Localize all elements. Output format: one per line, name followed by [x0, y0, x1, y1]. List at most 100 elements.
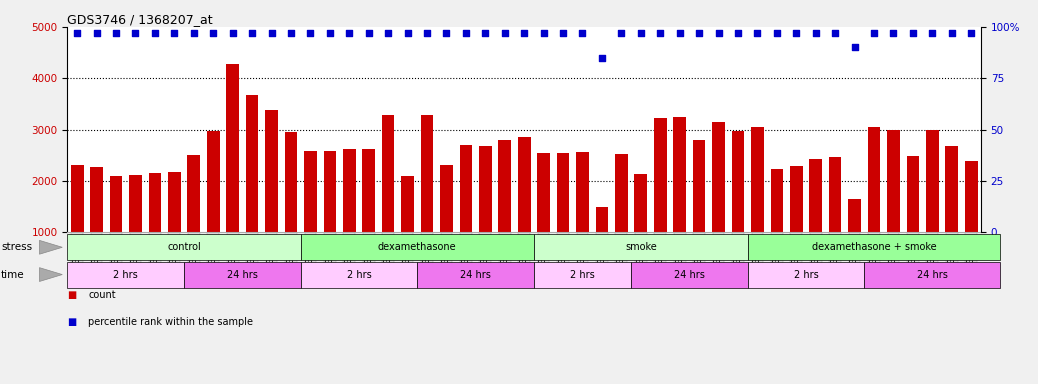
Point	[536, 30, 552, 36]
Bar	[382, 115, 394, 284]
Bar	[556, 153, 570, 284]
Text: ■: ■	[67, 317, 77, 327]
Point	[827, 30, 844, 36]
Text: dexamethasone: dexamethasone	[378, 242, 457, 252]
Bar	[848, 199, 861, 284]
Bar	[712, 122, 725, 284]
Point	[166, 30, 183, 36]
Text: dexamethasone + smoke: dexamethasone + smoke	[812, 242, 936, 252]
Bar	[906, 156, 920, 284]
Bar	[460, 145, 472, 284]
Point	[808, 30, 824, 36]
Text: smoke: smoke	[625, 242, 657, 252]
Point	[360, 30, 377, 36]
Text: GDS3746 / 1368207_at: GDS3746 / 1368207_at	[67, 13, 213, 26]
Text: 2 hrs: 2 hrs	[794, 270, 818, 280]
Bar	[770, 169, 783, 284]
Point	[710, 30, 727, 36]
Point	[400, 30, 416, 36]
Bar	[654, 118, 666, 284]
Bar	[752, 126, 764, 284]
Point	[224, 30, 241, 36]
Point	[846, 44, 863, 50]
Text: stress: stress	[1, 242, 32, 252]
Point	[146, 30, 163, 36]
Bar	[246, 95, 258, 284]
Bar	[304, 151, 317, 284]
Point	[380, 30, 397, 36]
Point	[944, 30, 960, 36]
Point	[574, 30, 591, 36]
Point	[768, 30, 785, 36]
Text: 24 hrs: 24 hrs	[674, 270, 705, 280]
Point	[438, 30, 455, 36]
Point	[652, 30, 668, 36]
Bar	[887, 129, 900, 284]
Bar	[148, 173, 161, 284]
Point	[691, 30, 708, 36]
Bar	[284, 132, 297, 284]
Text: count: count	[88, 290, 116, 300]
Point	[904, 30, 921, 36]
Bar	[674, 117, 686, 284]
Bar	[110, 176, 122, 284]
Point	[340, 30, 357, 36]
Text: percentile rank within the sample: percentile rank within the sample	[88, 317, 253, 327]
Point	[88, 30, 105, 36]
Bar	[71, 164, 83, 284]
Bar	[498, 140, 511, 284]
Point	[924, 30, 940, 36]
Text: 24 hrs: 24 hrs	[227, 270, 257, 280]
Bar	[343, 149, 356, 284]
Point	[244, 30, 261, 36]
Text: 2 hrs: 2 hrs	[570, 270, 595, 280]
Text: 2 hrs: 2 hrs	[347, 270, 372, 280]
Point	[963, 30, 980, 36]
Bar	[207, 131, 220, 284]
Bar	[90, 167, 103, 284]
Bar	[324, 151, 336, 284]
Bar	[596, 207, 608, 284]
Point	[108, 30, 125, 36]
Bar	[479, 146, 492, 284]
Bar	[362, 149, 375, 284]
Point	[672, 30, 688, 36]
Bar	[965, 161, 978, 284]
Text: control: control	[167, 242, 201, 252]
Bar	[168, 172, 181, 284]
Point	[554, 30, 571, 36]
Point	[788, 30, 804, 36]
Point	[613, 30, 630, 36]
Bar	[402, 176, 414, 284]
Bar	[188, 155, 200, 284]
Text: 24 hrs: 24 hrs	[460, 270, 491, 280]
Bar	[129, 175, 142, 284]
Point	[128, 30, 144, 36]
Point	[749, 30, 766, 36]
Text: 2 hrs: 2 hrs	[113, 270, 138, 280]
Bar	[538, 153, 550, 284]
Bar	[420, 115, 433, 284]
Point	[282, 30, 299, 36]
Point	[302, 30, 319, 36]
Bar	[790, 166, 802, 284]
Point	[632, 30, 649, 36]
Bar	[810, 159, 822, 284]
Bar	[226, 64, 239, 284]
Point	[730, 30, 746, 36]
Point	[885, 30, 902, 36]
Point	[418, 30, 435, 36]
Bar	[518, 137, 530, 284]
Text: ■: ■	[67, 290, 77, 300]
Point	[496, 30, 513, 36]
Text: 24 hrs: 24 hrs	[917, 270, 948, 280]
Point	[866, 30, 882, 36]
Bar	[926, 130, 938, 284]
Point	[458, 30, 474, 36]
Point	[516, 30, 532, 36]
Point	[264, 30, 280, 36]
Point	[204, 30, 221, 36]
Point	[477, 30, 494, 36]
Bar	[440, 164, 453, 284]
Bar	[946, 146, 958, 284]
